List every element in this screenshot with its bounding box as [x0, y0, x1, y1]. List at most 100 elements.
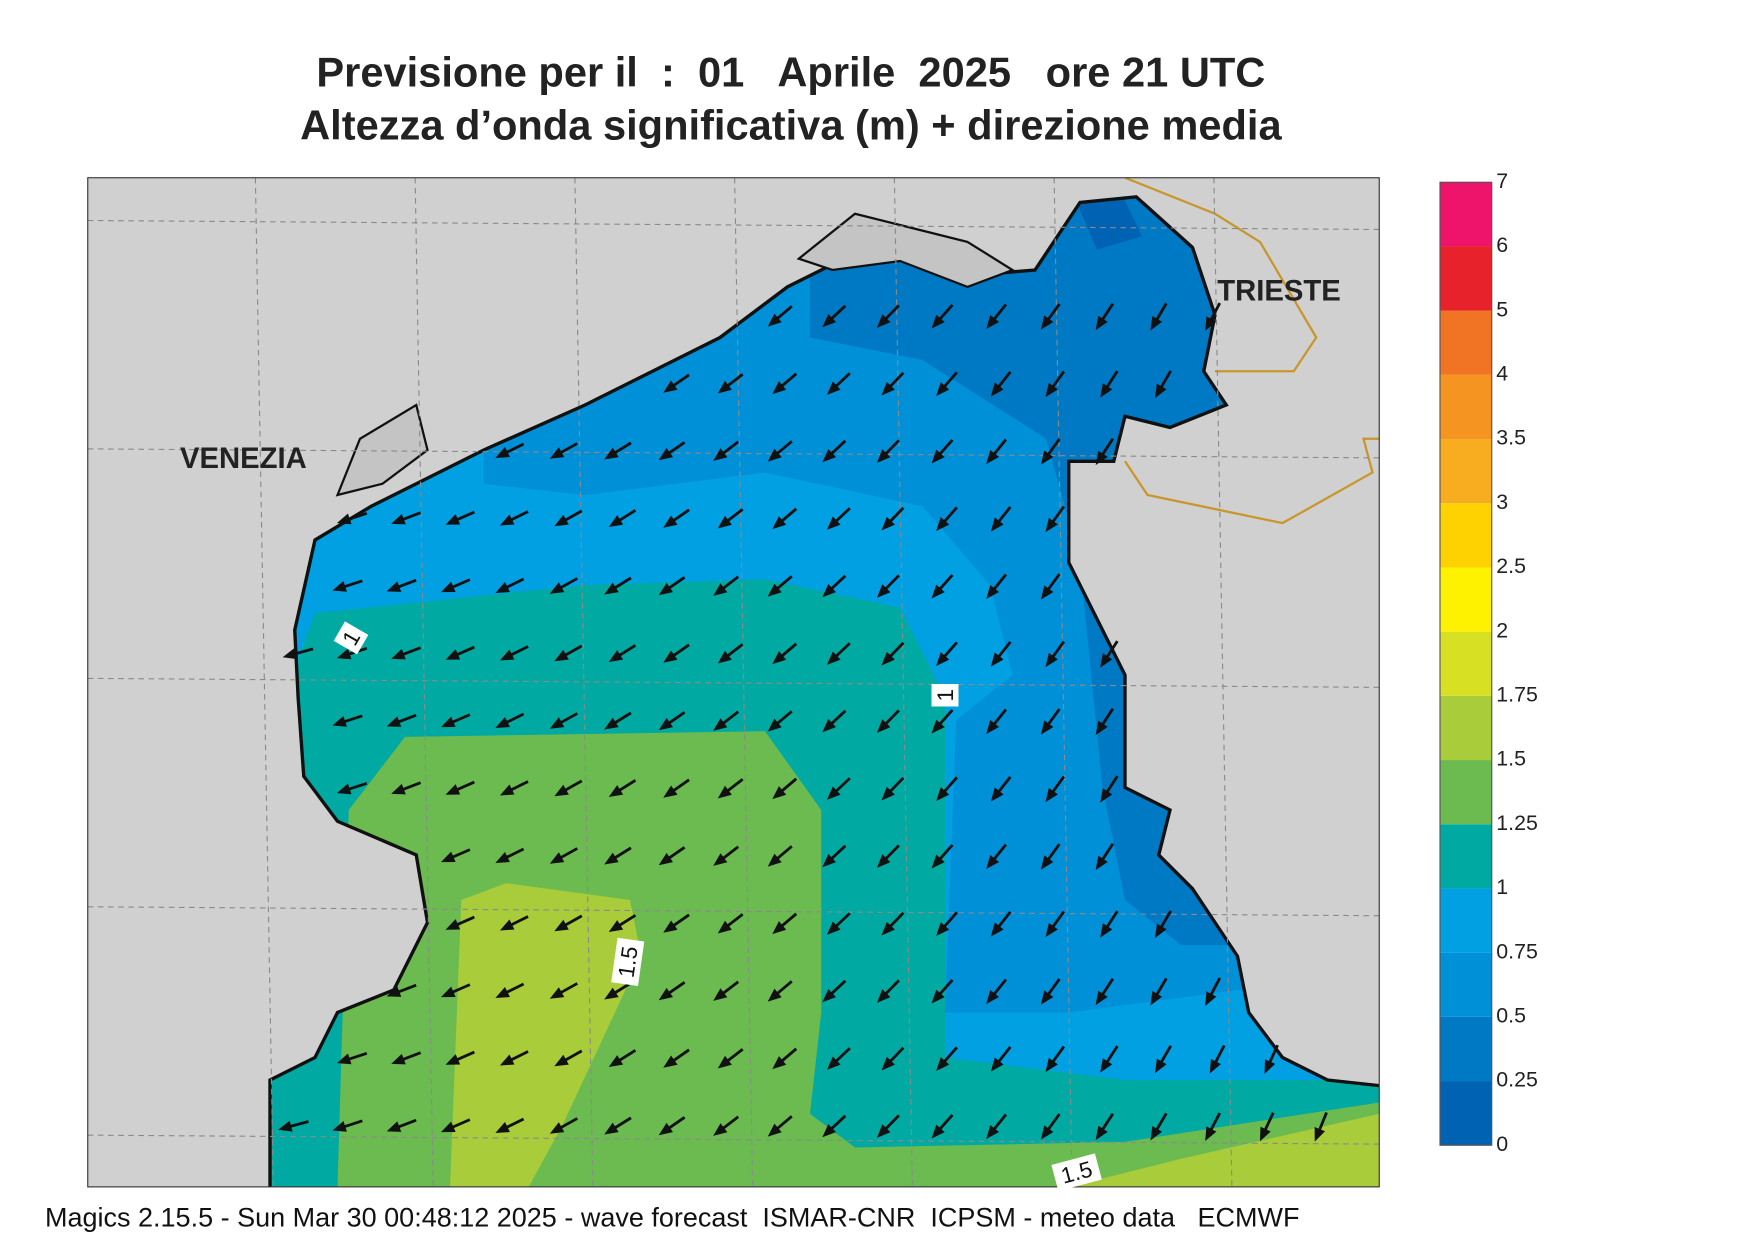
arrow-head [767, 583, 782, 597]
arrow-head [767, 313, 782, 327]
contour-label: 1 [931, 684, 959, 707]
arrow-head [713, 853, 728, 866]
arrow-head [663, 785, 678, 798]
arrow-head [1095, 720, 1108, 736]
arrow-head [767, 988, 782, 1002]
arrow-head [554, 514, 569, 527]
colorbar-swatch [1440, 374, 1492, 440]
colorbar-label: 0.25 [1496, 1068, 1538, 1092]
graticule-line [254, 177, 274, 1187]
colorbar-swatch [1440, 824, 1492, 889]
arrow-head [445, 784, 461, 795]
arrow-head [604, 582, 619, 595]
colorbar-swatch [1440, 439, 1492, 504]
arrow-head [986, 584, 1000, 600]
arrow-head [1045, 652, 1058, 668]
arrow-head [767, 718, 782, 732]
colorbar-label: 2.5 [1496, 554, 1526, 578]
contour-label-text: 1 [933, 689, 958, 702]
arrow-head [391, 1053, 406, 1065]
graticule-line [87, 448, 1380, 459]
arrow-head [713, 448, 728, 461]
graticule-line [574, 177, 594, 1187]
arrow-head [549, 717, 565, 729]
arrow-head [986, 719, 1000, 735]
arrow-head [658, 987, 673, 1001]
arrow-head [1154, 923, 1167, 939]
title-line-1: Previsione per il : 01 Aprile 2025 ore 2… [316, 49, 1265, 96]
arrow-head [1040, 855, 1054, 870]
colorbar-label: 4 [1496, 361, 1508, 385]
arrow-head [554, 784, 569, 797]
field-15-175 [450, 883, 1380, 1187]
arrow-head [986, 854, 1000, 870]
arrow-head [495, 1121, 510, 1133]
arrow-head [717, 1055, 732, 1069]
arrow-head [881, 921, 895, 936]
graticule-line [414, 177, 434, 1187]
arrow-head [876, 584, 891, 598]
colorbar-label: 5 [1496, 297, 1508, 321]
contour-label-text: 1.5 [614, 945, 643, 979]
arrow-head [1095, 990, 1108, 1006]
arrow-head [822, 988, 837, 1003]
arrow-head [1150, 316, 1163, 331]
arrow-head [1095, 1125, 1108, 1141]
colorbar-label: 1.25 [1496, 811, 1538, 835]
arrow-head [549, 1122, 565, 1134]
field-0-025 [1074, 196, 1142, 250]
colorbar-swatch [1440, 695, 1492, 761]
arrow-head [608, 785, 624, 798]
title-line-2: Altezza d’onda significativa (m) + direz… [300, 102, 1282, 149]
arrow-head [604, 1122, 619, 1135]
colorbar-label: 3 [1496, 490, 1508, 514]
arrow-head [1040, 450, 1054, 465]
arrow-head [1100, 923, 1113, 938]
colorbar-label: 1.5 [1496, 747, 1526, 771]
arrow-head [990, 517, 1004, 532]
arrow-head [554, 649, 569, 662]
arrow-head [881, 516, 895, 531]
arrow-head [332, 1121, 347, 1132]
city-label: VENEZIA [180, 443, 307, 475]
contour-label: 1.5 [611, 937, 645, 987]
graticule-line [87, 677, 1380, 688]
arrow-head [986, 314, 1000, 330]
arrow-head [440, 716, 456, 728]
arrow-head [717, 515, 732, 529]
colorbar-label: 7 [1496, 169, 1508, 193]
arrow-head [658, 852, 673, 866]
arrow-head [1040, 1125, 1054, 1140]
label-box [611, 937, 645, 987]
arrow-head [440, 851, 456, 863]
arrow-head [658, 717, 673, 731]
arrow-head [826, 786, 841, 800]
arrow-head [495, 446, 510, 458]
arrow-head [772, 381, 787, 395]
arrow-head [1209, 1058, 1221, 1074]
graticule-line [893, 177, 913, 1187]
arrow-head [826, 1056, 841, 1070]
arrow-head [1100, 788, 1113, 803]
arrow-head [931, 989, 945, 1004]
coastline [268, 195, 1380, 1187]
arrow-head [495, 986, 510, 998]
arrow-head [495, 851, 510, 863]
arrow-head [1205, 316, 1217, 331]
colorbar: 0 0.25 0.5 0.75 1 1.25 1.5 1.75 2 2.5 3 3.5 4 5 6 7 [1439, 169, 1538, 1156]
arrow-head [445, 1054, 461, 1065]
arrow-head [990, 787, 1004, 802]
lagoon [335, 212, 1016, 497]
city-label: TRIESTE [1217, 275, 1341, 307]
colorbar-label: 0 [1496, 1132, 1508, 1156]
arrow-head [604, 852, 619, 865]
arrow-head [1154, 1058, 1167, 1074]
border [1124, 177, 1380, 525]
arrow-head [713, 718, 728, 731]
arrow-head [1040, 990, 1054, 1005]
arrow-head [445, 649, 461, 660]
colorbar-frame [1439, 181, 1493, 1146]
arrow-head [391, 648, 406, 660]
arrow-head [876, 719, 891, 733]
arrow-head [386, 716, 402, 727]
